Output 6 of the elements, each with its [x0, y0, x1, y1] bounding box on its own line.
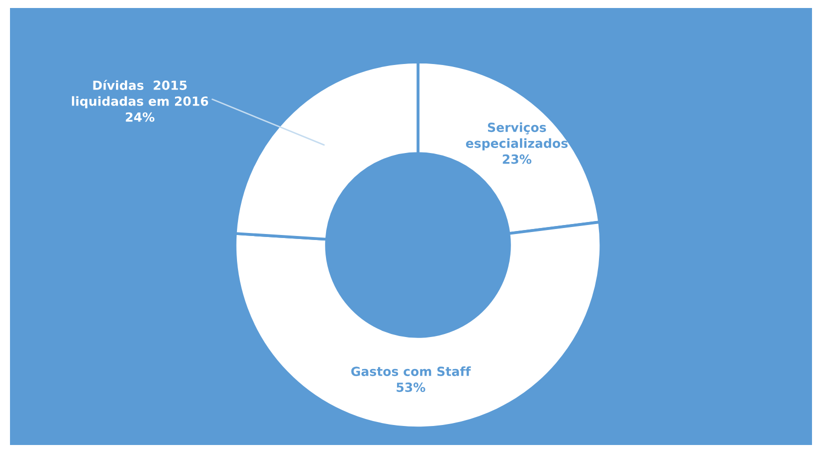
slice-label: Serviços especializados: [466, 122, 568, 150]
data-label: 53%: [396, 382, 426, 392]
data-label: 24%: [126, 112, 154, 122]
data-label: 23%: [502, 154, 532, 164]
slice-label: Dívidas 2015 liquidadas em 2016: [72, 80, 208, 108]
slice-label: Gastos com Staff: [351, 366, 471, 376]
